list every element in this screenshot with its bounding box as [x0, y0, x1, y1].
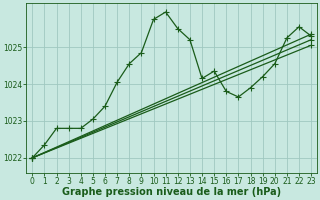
X-axis label: Graphe pression niveau de la mer (hPa): Graphe pression niveau de la mer (hPa) [62, 187, 281, 197]
